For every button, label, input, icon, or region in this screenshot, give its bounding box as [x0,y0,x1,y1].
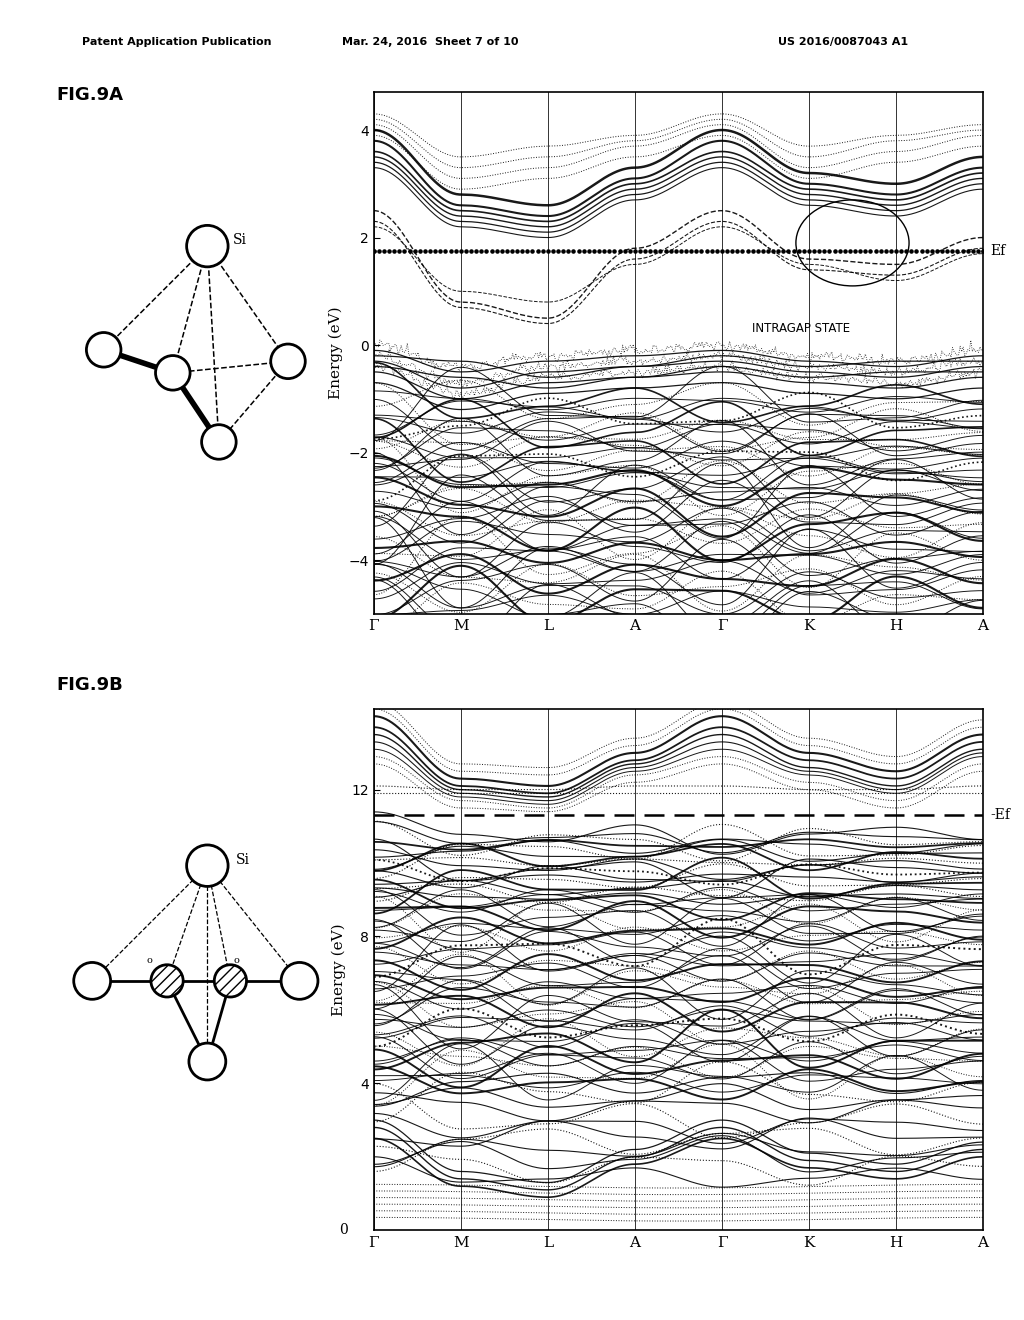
Circle shape [188,1043,226,1080]
Circle shape [186,226,228,267]
Text: Si: Si [232,234,247,247]
Text: Ef: Ef [990,244,1006,257]
Circle shape [86,333,121,367]
Circle shape [151,965,183,997]
Text: 0: 0 [339,1224,347,1237]
Text: US 2016/0087043 A1: US 2016/0087043 A1 [778,37,908,48]
Text: o: o [233,956,239,965]
Text: Patent Application Publication: Patent Application Publication [82,37,271,48]
Circle shape [74,962,111,999]
Circle shape [281,962,317,999]
Text: INTRAGAP STATE: INTRAGAP STATE [753,322,851,335]
Circle shape [202,425,237,459]
Y-axis label: Energy (eV): Energy (eV) [329,306,343,400]
Circle shape [214,965,247,997]
Text: Mar. 24, 2016  Sheet 7 of 10: Mar. 24, 2016 Sheet 7 of 10 [342,37,518,48]
Y-axis label: Energy (eV): Energy (eV) [332,923,346,1016]
Text: Si: Si [237,853,250,867]
Text: -Ef: -Ef [990,808,1010,822]
Text: FIG.9B: FIG.9B [56,676,123,694]
Circle shape [186,845,228,887]
Text: o: o [146,956,153,965]
Circle shape [270,345,305,379]
Circle shape [156,355,190,391]
Text: FIG.9A: FIG.9A [56,86,123,104]
